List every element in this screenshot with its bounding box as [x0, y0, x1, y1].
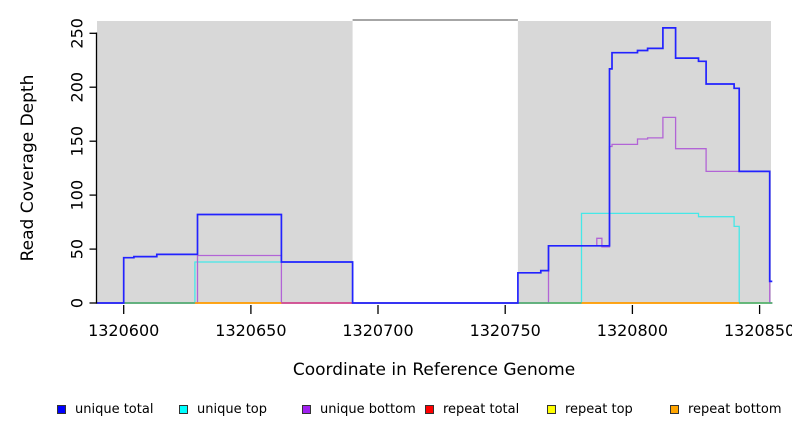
x-axis-tick-label: 1320600 — [88, 321, 159, 340]
legend-label: unique bottom — [320, 401, 416, 417]
x-axis-tick-label: 1320750 — [470, 321, 541, 340]
series-line-unique-top — [97, 212, 773, 304]
legend-label: repeat top — [565, 401, 633, 417]
x-axis-tick-label: 1320800 — [597, 321, 668, 340]
series-line-unique-total — [97, 27, 773, 304]
shaded-region — [517, 21, 771, 303]
legend-label: repeat bottom — [688, 401, 782, 417]
y-axis-tick-label: 250 — [68, 18, 87, 49]
legend-item-repeat-total: repeat total — [425, 400, 519, 418]
legend-swatch-repeat-top — [547, 404, 556, 414]
legend-swatch-unique-top — [179, 404, 188, 414]
legend-item-repeat-top: repeat top — [547, 400, 633, 418]
y-axis-title: Read Coverage Depth — [18, 75, 38, 262]
x-axis-title: Coordinate in Reference Genome — [293, 360, 575, 380]
legend-item-unique-bottom: unique bottom — [302, 400, 416, 418]
y-axis-tick-label: 100 — [68, 180, 87, 211]
x-axis-tick-label: 1320700 — [342, 321, 413, 340]
chart-legend: unique total unique top unique bottom repea… — [0, 400, 792, 420]
y-axis-tick-label: 50 — [68, 239, 87, 259]
y-axis-tick-label: 150 — [68, 126, 87, 157]
legend-label: unique total — [75, 401, 154, 417]
legend-swatch-repeat-bottom — [670, 404, 679, 414]
legend-item-unique-total: unique total — [57, 400, 153, 418]
legend-item-unique-top: unique top — [179, 400, 267, 418]
x-axis-tick-label: 1320850 — [724, 321, 792, 340]
legend-swatch-unique-bottom — [302, 404, 311, 414]
legend-swatch-unique-total — [57, 404, 66, 414]
series-layer — [97, 27, 773, 304]
y-axis-tick-label: 200 — [68, 72, 87, 103]
x-axis-tick-label: 1320650 — [215, 321, 286, 340]
legend-label: unique top — [197, 401, 268, 417]
y-axis-tick-label: 0 — [68, 298, 87, 308]
axes-layer: 0 50 100 150 200 250 1320600 1320650 1320700 1320… — [68, 18, 792, 340]
legend-item-repeat-bottom: repeat bottom — [670, 400, 782, 418]
legend-swatch-repeat-total — [425, 404, 434, 414]
shaded-region — [97, 21, 353, 303]
legend-label: repeat total — [443, 401, 520, 417]
